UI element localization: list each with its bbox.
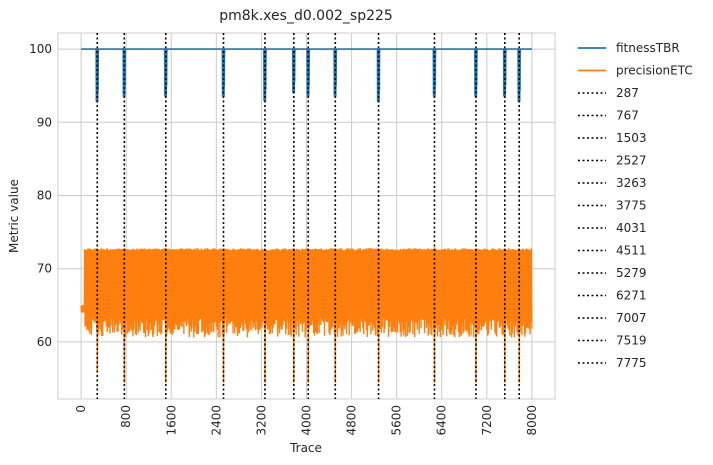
y-tick-label: 80 [37,189,52,203]
legend-label: 7007 [616,311,647,325]
y-tick-label: 60 [37,335,52,349]
legend-label: 5279 [616,266,647,280]
y-axis-label: Metric value [7,179,21,253]
legend-label: fitnessTBR [616,41,680,55]
series-fitnessTBR-line [81,48,532,102]
series-layer [80,48,533,383]
chart-title: pm8k.xes_d0.002_sp225 [219,8,393,24]
x-tick-label: 2400 [209,405,223,436]
legend-label: 287 [616,86,639,100]
legend-label: 4031 [616,221,647,235]
legend-label: precisionETC [616,64,693,78]
legend-label: 1503 [616,131,647,145]
x-tick-label: 4800 [345,405,359,436]
x-tick-label: 6400 [435,405,449,436]
x-tick-label: 8000 [525,405,539,436]
y-tick-label: 90 [37,115,52,129]
legend: fitnessTBR precisionETC 287 767 1503 2527 3263… [578,41,693,370]
legend-label: 3775 [616,199,647,213]
legend-label: 767 [616,109,639,123]
legend-label: 4511 [616,244,647,258]
series-precisionETC-line [80,247,533,383]
legend-label: 6271 [616,289,647,303]
x-tick-label: 7200 [480,405,494,436]
x-axis-label: Trace [289,441,322,455]
legend-label: 7775 [616,356,647,370]
y-tick-label: 70 [37,262,52,276]
legend-label: 7519 [616,334,647,348]
y-tick-label: 100 [29,42,52,56]
x-tick-label: 1600 [164,405,178,436]
legend-label: 3263 [616,176,647,190]
x-tick-label: 4000 [300,405,314,436]
x-tick-label: 800 [119,405,133,428]
x-tick-label: 0 [74,405,88,413]
x-tick-label: 3200 [254,405,268,436]
x-axis-ticks: 0 800 1600 2400 3200 4000 4800 5600 6400 7200 8000 [74,405,539,436]
legend-label: 2527 [616,154,647,168]
x-tick-label: 5600 [390,405,404,436]
y-axis-ticks: 60 70 80 90 100 [29,42,52,349]
